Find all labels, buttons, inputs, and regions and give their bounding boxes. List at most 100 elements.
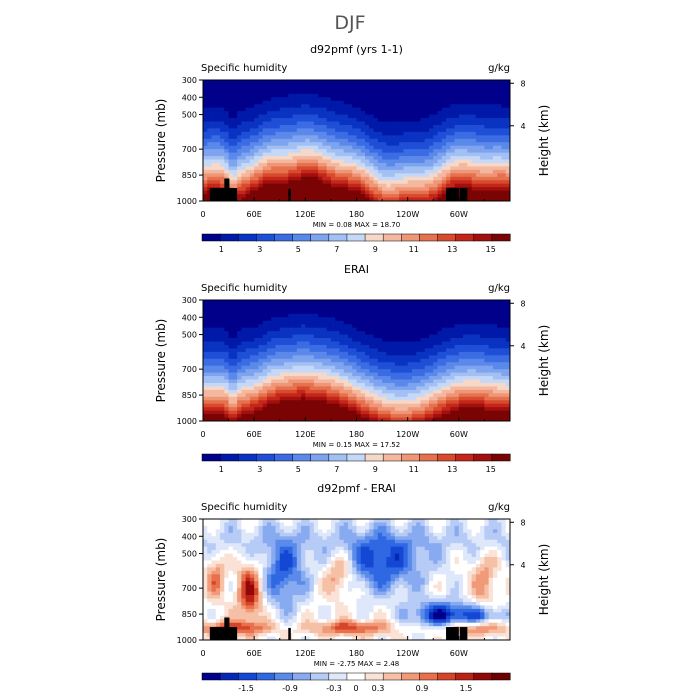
heatmap-cell [296, 320, 302, 325]
heatmap-cell [220, 173, 225, 178]
heatmap-cell [475, 90, 481, 95]
heatmap-cell [352, 358, 357, 363]
heatmap-cell [471, 173, 477, 178]
heatmap-cell [271, 128, 276, 133]
heatmap-cell [352, 396, 357, 401]
heatmap-cell [301, 327, 306, 332]
heatmap-cell [228, 400, 234, 405]
heatmap-cell [369, 382, 374, 387]
heatmap-cell [480, 303, 485, 308]
heatmap-cell [480, 118, 485, 122]
heatmap-cell [309, 118, 315, 122]
heatmap-cell [292, 97, 298, 102]
heatmap-cell [305, 121, 310, 126]
heatmap-cell [262, 100, 268, 105]
heatmap-cell [203, 331, 208, 335]
heatmap-cell [424, 376, 430, 380]
heatmap-cell [330, 83, 336, 88]
heatmap-cell [424, 138, 430, 143]
heatmap-cell [220, 369, 225, 373]
heatmap-cell [275, 334, 281, 339]
heatmap-cell [258, 365, 264, 370]
heatmap-cell [420, 135, 426, 140]
heatmap-cell [428, 376, 434, 380]
heatmap-cell [220, 152, 225, 157]
heatmap-cell [292, 118, 298, 122]
heatmap-cell [492, 348, 498, 353]
heatmap-cell [458, 80, 464, 84]
heatmap-cell [390, 149, 396, 153]
heatmap-cell [450, 365, 455, 370]
heatmap-cell [352, 86, 357, 91]
heatmap-cell [343, 414, 349, 418]
heatmap-cell [292, 317, 298, 322]
heatmap-cell [279, 142, 285, 147]
heatmap-cell [309, 407, 315, 412]
heatmap-cell [211, 128, 217, 133]
heatmap-cell [386, 417, 392, 422]
heatmap-cell [373, 166, 379, 171]
heatmap-cell [335, 128, 340, 133]
heatmap-cell [266, 344, 272, 349]
heatmap-cell [301, 187, 306, 192]
heatmap-cell [437, 403, 443, 408]
heatmap-cell [360, 303, 366, 308]
heatmap-cell [326, 300, 332, 304]
heatmap-cell [258, 348, 264, 353]
heatmap-cell [475, 358, 481, 363]
heatmap-cell [301, 389, 306, 394]
heatmap-cell [326, 400, 332, 405]
heatmap-cell [480, 376, 485, 380]
heatmap-cell [505, 169, 511, 174]
heatmap-cell [399, 93, 404, 98]
heatmap-cell [279, 365, 285, 370]
heatmap-cell [399, 341, 404, 346]
heatmap-cell [428, 104, 434, 109]
heatmap-cell [326, 142, 332, 147]
heatmap-cell [220, 145, 225, 150]
heatmap-cell [305, 93, 310, 98]
heatmap-cell [292, 80, 298, 84]
heatmap-cell [347, 324, 353, 329]
heatmap-cell [403, 369, 409, 373]
heatmap-cell [373, 410, 379, 415]
heatmap-cell [450, 83, 455, 88]
heatmap-cell [433, 313, 438, 318]
heatmap-cell [450, 156, 455, 160]
heatmap-cell [420, 197, 426, 202]
heatmap-cell [454, 393, 460, 398]
heatmap-cell [492, 310, 498, 315]
heatmap-cell [343, 197, 349, 202]
heatmap-cell [322, 121, 328, 126]
heatmap-cell [326, 149, 332, 153]
heatmap-cell [237, 197, 242, 202]
heatmap-cell [211, 379, 217, 384]
heatmap-cell [446, 320, 451, 325]
heatmap-cell [318, 100, 323, 105]
heatmap-cell [394, 183, 400, 188]
heatmap-cell [492, 187, 498, 192]
heatmap-cell [258, 386, 264, 391]
heatmap-cell [347, 341, 353, 346]
heatmap-cell [420, 128, 426, 133]
heatmap-cell [330, 324, 336, 329]
heatmap-cell [377, 369, 383, 373]
heatmap-cell [471, 351, 477, 356]
heatmap-cell [258, 180, 264, 185]
heatmap-cell [458, 369, 464, 373]
heatmap-cell [475, 417, 481, 422]
heatmap-cell [249, 407, 255, 412]
heatmap-cell [305, 386, 310, 391]
heatmap-cell [437, 327, 443, 332]
heatmap-cell [301, 83, 306, 88]
heatmap-cell [463, 393, 468, 398]
heatmap-cell [488, 121, 494, 126]
heatmap-cell [322, 338, 328, 342]
heatmap-cell [365, 114, 370, 119]
heatmap-cell [492, 331, 498, 335]
heatmap-cell [441, 386, 447, 391]
heatmap-cell [271, 393, 276, 398]
heatmap-cell [454, 169, 460, 174]
heatmap-cell [394, 145, 400, 150]
heatmap-cell [356, 166, 362, 171]
